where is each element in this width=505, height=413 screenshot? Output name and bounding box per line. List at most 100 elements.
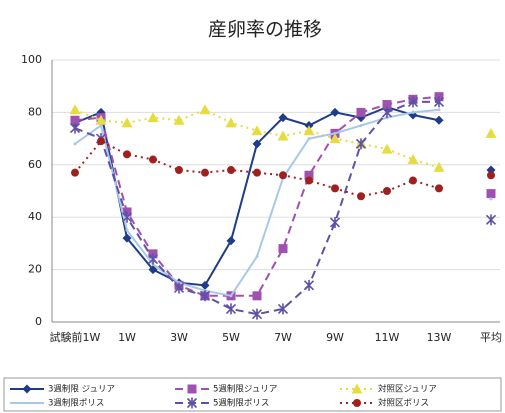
marker (435, 184, 443, 193)
legend-label: 対照区ジュリア (378, 384, 437, 395)
marker (279, 171, 287, 180)
marker (73, 142, 77, 146)
marker (227, 166, 235, 175)
marker (433, 96, 445, 108)
marker (303, 125, 315, 136)
marker (356, 107, 366, 117)
marker (148, 265, 158, 275)
x-tick-label: 11W (375, 331, 400, 344)
marker (277, 303, 289, 315)
marker (351, 383, 363, 394)
x-tick-label: 3W (170, 331, 188, 344)
marker (71, 168, 79, 177)
chart-title: 産卵率の推移 (208, 19, 322, 41)
marker (251, 308, 263, 320)
marker (125, 228, 129, 232)
marker (353, 399, 361, 407)
x-tick-label: 1W (118, 331, 136, 344)
legend-label: 5週制限ジュリア (213, 384, 277, 395)
marker (121, 211, 133, 223)
marker (407, 154, 419, 165)
marker (487, 171, 495, 180)
y-tick-label: 20 (28, 263, 42, 276)
series-line (75, 97, 491, 296)
marker (489, 197, 493, 201)
legend-label: 5週制限ポリス (213, 398, 269, 409)
y-tick-label: 0 (35, 315, 42, 328)
marker (357, 192, 365, 201)
marker (69, 122, 81, 134)
marker (304, 170, 314, 180)
x-tick-label: 9W (326, 331, 344, 344)
marker (433, 161, 445, 172)
marker (69, 104, 81, 115)
marker (329, 133, 341, 144)
marker (147, 253, 159, 265)
y-tick-label: 100 (21, 53, 42, 66)
y-tick-label: 60 (28, 158, 42, 171)
marker (173, 114, 185, 125)
marker (255, 255, 259, 258)
x-tick-label: 5W (222, 331, 240, 344)
marker (330, 107, 340, 117)
marker (226, 236, 236, 246)
marker (122, 233, 132, 243)
marker (252, 139, 262, 149)
marker (253, 168, 261, 177)
marker (123, 150, 131, 159)
x-tick-label: 平均 (480, 331, 502, 344)
marker (407, 96, 419, 108)
marker (277, 130, 289, 141)
marker (355, 138, 367, 150)
marker (173, 282, 185, 294)
marker (485, 127, 497, 138)
marker (434, 115, 444, 125)
marker (333, 131, 337, 135)
marker (225, 303, 237, 315)
marker (200, 280, 210, 290)
marker (307, 137, 311, 141)
marker (381, 106, 393, 118)
marker (411, 110, 415, 114)
marker (225, 117, 237, 128)
marker (95, 114, 107, 125)
marker (359, 124, 363, 127)
marker (329, 216, 341, 228)
x-tick-label: 7W (274, 331, 292, 344)
marker (303, 279, 315, 291)
marker (187, 384, 197, 394)
legend-label: 3週制限 ジュリア (48, 384, 115, 395)
x-tick-label: 13W (427, 331, 452, 344)
marker (149, 155, 157, 164)
marker (99, 124, 103, 127)
marker (121, 117, 133, 128)
marker (252, 291, 262, 301)
legend-box (3, 377, 502, 412)
marker (383, 187, 391, 195)
marker (186, 397, 198, 409)
y-tick-label: 40 (28, 210, 42, 223)
marker (97, 137, 105, 146)
series-line (75, 141, 491, 196)
y-tick-label: 80 (28, 105, 42, 118)
marker (486, 189, 496, 199)
marker (22, 384, 32, 394)
marker (199, 104, 211, 115)
marker (305, 176, 313, 185)
marker (229, 294, 233, 298)
marker (485, 214, 497, 226)
marker (381, 143, 393, 154)
legend-label: 3週制限ポリス (48, 398, 104, 409)
marker (278, 244, 288, 254)
legend-label: 対照区ポリス (378, 398, 429, 409)
marker (382, 100, 392, 110)
marker (147, 112, 159, 123)
x-tick-label: 試験前1W (50, 330, 101, 344)
marker (70, 115, 80, 125)
marker (199, 290, 211, 302)
marker (331, 184, 339, 193)
marker (201, 168, 209, 177)
marker (409, 176, 417, 185)
marker (175, 166, 183, 175)
